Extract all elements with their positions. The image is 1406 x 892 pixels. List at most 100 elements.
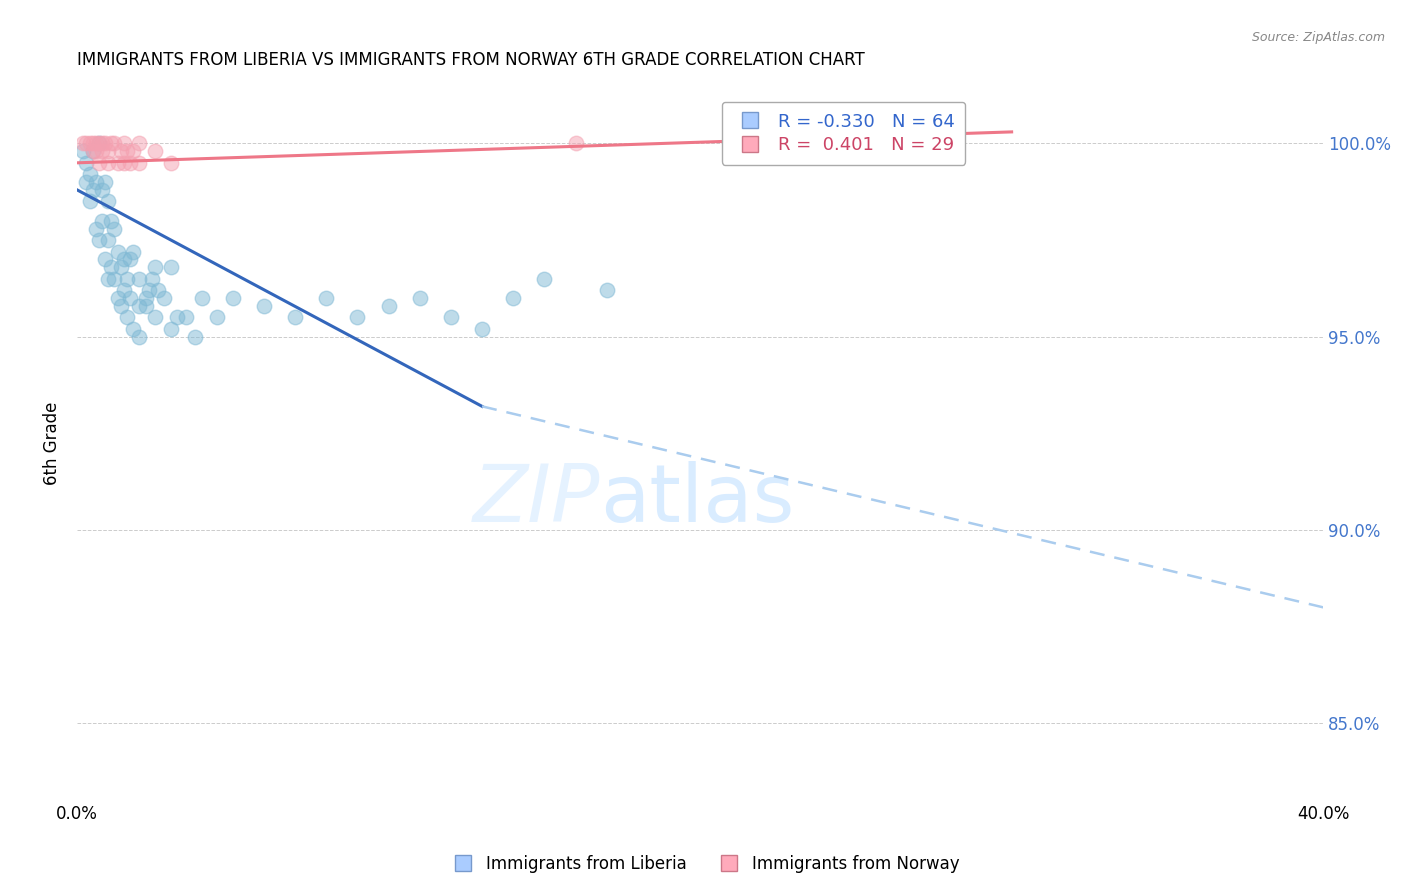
Point [128,299,150,313]
Point [72,136,94,151]
Point [346,310,368,325]
Point [87,233,110,247]
Point [128,330,150,344]
Point [128,156,150,170]
Point [100,260,122,275]
Point [115,145,138,159]
Point [82,136,104,151]
Text: atlas: atlas [600,461,794,540]
Point [122,244,145,259]
Point [112,156,135,170]
Point [103,221,125,235]
Point [115,310,138,325]
Point [107,291,129,305]
Point [153,291,176,305]
Point [166,310,188,325]
Point [79,194,101,209]
Point [97,145,120,159]
Point [97,233,120,247]
Point [110,260,132,275]
Point [907,136,929,151]
Point [110,145,132,159]
Text: Source: ZipAtlas.com: Source: ZipAtlas.com [1251,31,1385,45]
Legend: Immigrants from Liberia, Immigrants from Norway: Immigrants from Liberia, Immigrants from… [440,848,966,880]
Point [91,145,114,159]
Point [564,136,586,151]
Point [94,136,117,151]
Point [87,156,110,170]
Legend: R = -0.330   N = 64, R =  0.401   N = 29: R = -0.330 N = 64, R = 0.401 N = 29 [721,102,965,165]
Point [103,272,125,286]
Point [94,175,117,189]
Point [112,136,135,151]
Point [122,145,145,159]
Point [138,284,160,298]
Text: ZIP: ZIP [472,461,600,540]
Point [533,272,555,286]
Point [112,252,135,267]
Point [174,310,197,325]
Point [91,214,114,228]
Point [159,322,181,336]
Point [143,310,166,325]
Point [159,156,181,170]
Point [502,291,524,305]
Point [75,136,97,151]
Point [135,299,157,313]
Point [82,145,104,159]
Point [122,322,145,336]
Point [112,284,135,298]
Point [128,272,150,286]
Point [91,183,114,197]
Text: IMMIGRANTS FROM LIBERIA VS IMMIGRANTS FROM NORWAY 6TH GRADE CORRELATION CHART: IMMIGRANTS FROM LIBERIA VS IMMIGRANTS FR… [77,51,865,69]
Point [97,272,120,286]
Y-axis label: 6th Grade: 6th Grade [44,401,60,484]
Point [97,194,120,209]
Point [315,291,337,305]
Point [79,168,101,182]
Point [143,260,166,275]
Point [146,284,169,298]
Point [440,310,463,325]
Point [94,252,117,267]
Point [222,291,245,305]
Point [115,272,138,286]
Point [253,299,276,313]
Point [84,145,107,159]
Point [143,145,166,159]
Point [159,260,181,275]
Point [87,136,110,151]
Point [128,136,150,151]
Point [377,299,399,313]
Point [118,291,141,305]
Point [118,156,141,170]
Point [141,272,163,286]
Point [84,175,107,189]
Point [190,291,212,305]
Point [75,175,97,189]
Point [91,136,114,151]
Point [284,310,307,325]
Point [87,136,110,151]
Point [471,322,494,336]
Point [82,183,104,197]
Point [409,291,432,305]
Point [118,252,141,267]
Point [207,310,229,325]
Point [100,136,122,151]
Point [72,145,94,159]
Point [97,156,120,170]
Point [82,145,104,159]
Point [107,156,129,170]
Point [110,299,132,313]
Point [595,284,617,298]
Point [103,136,125,151]
Point [107,244,129,259]
Point [135,291,157,305]
Point [84,136,107,151]
Point [75,156,97,170]
Point [100,214,122,228]
Point [84,221,107,235]
Point [79,136,101,151]
Point [184,330,207,344]
